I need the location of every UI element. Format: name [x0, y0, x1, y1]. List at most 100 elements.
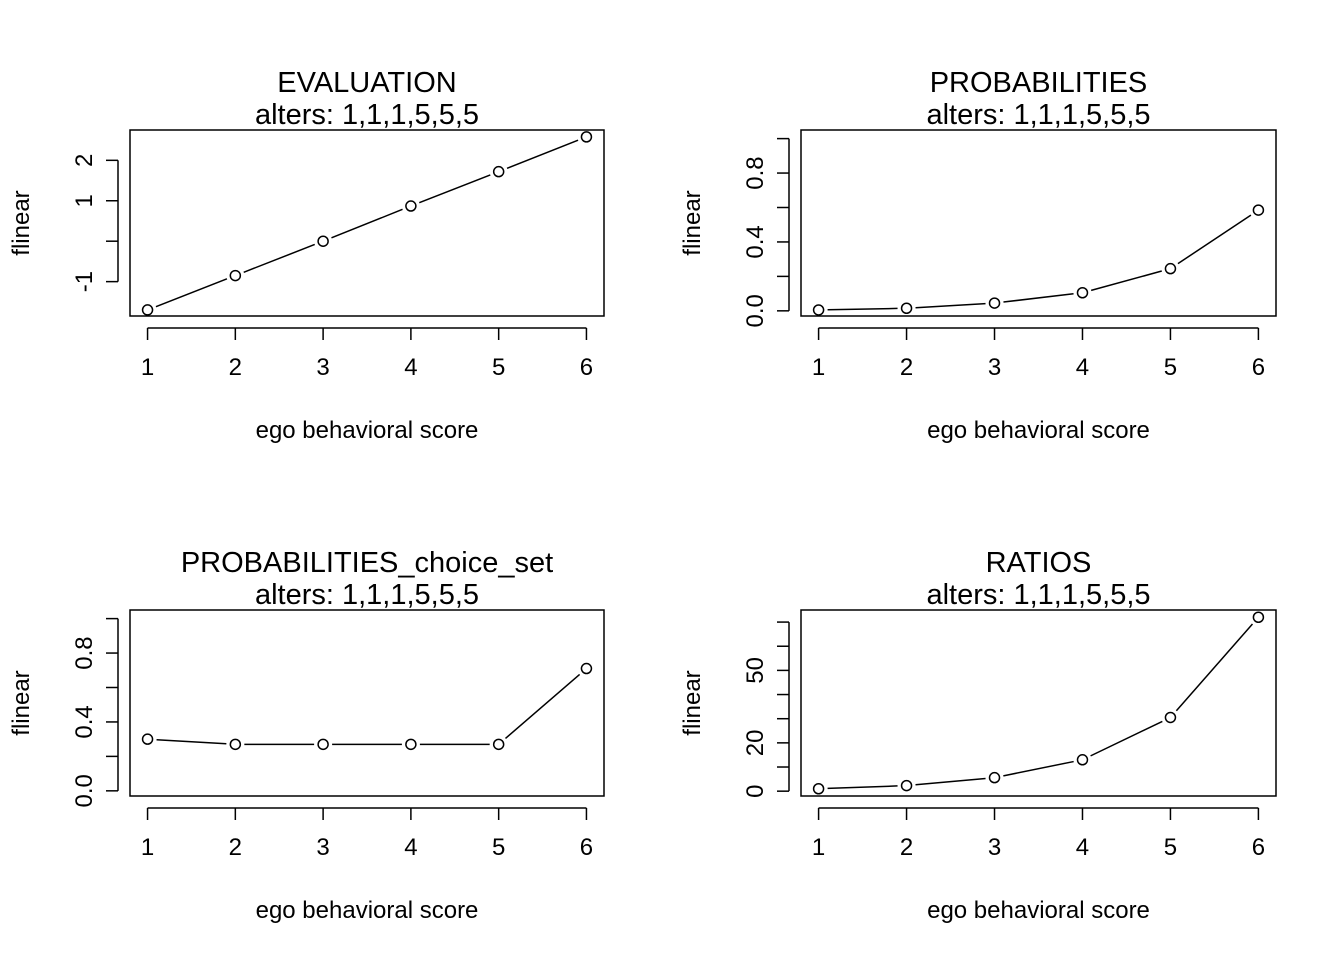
data-point — [1164, 262, 1177, 275]
series-line-segment — [1003, 760, 1074, 777]
chart-title: RATIOS — [986, 547, 1092, 579]
y-tick-label: 20 — [742, 730, 769, 757]
x-tick-label: 3 — [988, 834, 1001, 861]
data-point — [141, 304, 154, 316]
plot-frame — [129, 129, 605, 317]
chart-subtitle: alters: 1,1,1,5,5,5 — [926, 579, 1150, 611]
data-point — [317, 738, 329, 751]
data-point — [1252, 611, 1265, 623]
y-tick-label: 50 — [742, 657, 769, 684]
x-axis-label: ego behavioral score — [927, 897, 1150, 924]
data-point — [812, 783, 825, 795]
series-line-segment — [504, 673, 581, 740]
y-tick-label: -1 — [71, 271, 98, 292]
x-tick-label: 5 — [1164, 354, 1177, 381]
x-axis-label: ego behavioral score — [256, 897, 479, 924]
data-point — [580, 662, 593, 675]
chart-title: PROBABILITIES — [930, 67, 1148, 99]
x-tick-label: 2 — [900, 834, 913, 861]
series-line-segment — [827, 785, 898, 790]
x-tick-label: 5 — [1164, 834, 1177, 861]
y-tick-label: 0.8 — [71, 636, 98, 669]
x-tick-label: 3 — [316, 354, 329, 381]
x-tick-label: 4 — [404, 834, 417, 861]
chart-title: PROBABILITIES_choice_set — [181, 547, 553, 579]
y-axis-label: flinear — [8, 190, 35, 255]
data-point — [900, 302, 913, 314]
x-tick-label: 6 — [580, 354, 593, 381]
plot-frame — [800, 129, 1277, 317]
data-point — [492, 738, 505, 751]
y-tick-label: 1 — [71, 194, 98, 207]
y-tick-label: 0.8 — [742, 156, 769, 189]
plot-frame — [800, 609, 1277, 797]
chart-title: EVALUATION — [277, 67, 456, 99]
x-axis-label: ego behavioral score — [256, 417, 479, 444]
series-line-segment — [506, 139, 579, 170]
series-line-segment — [243, 243, 316, 273]
data-point — [900, 779, 913, 792]
y-tick-label: 2 — [71, 154, 98, 167]
data-point — [988, 297, 1001, 309]
x-tick-label: 5 — [492, 834, 505, 861]
x-axis-label: ego behavioral score — [927, 417, 1150, 444]
x-tick-label: 2 — [900, 354, 913, 381]
x-tick-label: 3 — [316, 834, 329, 861]
series-line-segment — [418, 174, 491, 204]
data-point — [229, 738, 242, 751]
data-point — [1076, 754, 1089, 766]
series-line-segment — [1090, 270, 1162, 292]
x-tick-label: 1 — [812, 354, 825, 381]
series-line-segment — [1090, 720, 1163, 757]
plot-frame — [129, 609, 605, 797]
series-line-segment — [155, 278, 228, 308]
chart-subtitle: alters: 1,1,1,5,5,5 — [255, 99, 479, 131]
data-point — [988, 771, 1001, 784]
series-line-segment — [331, 208, 403, 239]
data-point — [405, 200, 417, 212]
series-line-segment — [1003, 293, 1074, 303]
data-point — [229, 269, 242, 282]
x-tick-label: 6 — [580, 834, 593, 861]
x-tick-label: 4 — [1076, 834, 1089, 861]
data-point — [580, 131, 593, 143]
data-point — [1076, 287, 1089, 299]
x-tick-label: 1 — [141, 834, 154, 861]
data-point — [141, 733, 154, 745]
series-line-segment — [915, 302, 986, 309]
data-point — [492, 165, 505, 178]
data-point — [405, 738, 417, 751]
chart-subtitle: alters: 1,1,1,5,5,5 — [926, 99, 1150, 131]
series-line-segment — [1177, 214, 1252, 265]
series-line-segment — [1175, 623, 1254, 712]
x-tick-label: 1 — [812, 834, 825, 861]
series-line-segment — [915, 777, 986, 786]
x-tick-label: 5 — [492, 354, 505, 381]
x-tick-label: 3 — [988, 354, 1001, 381]
y-tick-label: 0.0 — [71, 774, 98, 807]
y-tick-label: 0.0 — [742, 294, 769, 327]
x-tick-label: 4 — [404, 354, 417, 381]
x-tick-label: 4 — [1076, 354, 1089, 381]
chart-subtitle: alters: 1,1,1,5,5,5 — [255, 579, 479, 611]
data-point — [812, 304, 825, 316]
x-tick-label: 6 — [1252, 834, 1265, 861]
y-tick-label: 0.4 — [71, 705, 98, 738]
x-tick-label: 6 — [1252, 354, 1265, 381]
y-axis-label: flinear — [8, 670, 35, 735]
y-tick-label: 0 — [742, 784, 769, 797]
data-point — [1164, 711, 1177, 724]
y-tick-label: 0.4 — [742, 225, 769, 258]
series-line-segment — [827, 307, 898, 311]
x-tick-label: 2 — [229, 354, 242, 381]
y-axis-label: flinear — [679, 190, 706, 255]
data-point — [317, 235, 329, 247]
data-point — [1252, 204, 1265, 216]
y-axis-label: flinear — [679, 670, 706, 735]
series-line-segment — [156, 738, 227, 745]
x-tick-label: 1 — [141, 354, 154, 381]
